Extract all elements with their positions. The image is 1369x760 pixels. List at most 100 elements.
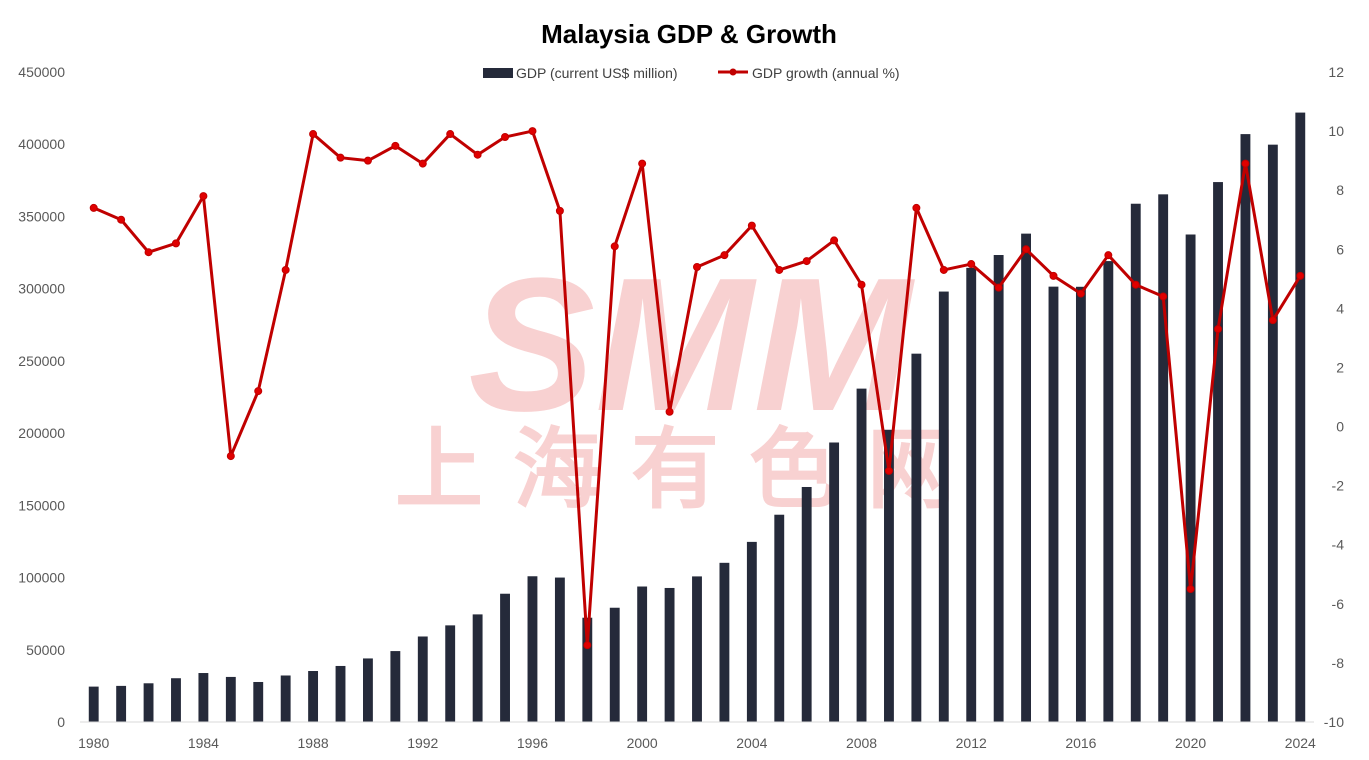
x-tick-label: 1984 <box>188 735 219 751</box>
y-left-tick-label: 0 <box>57 714 65 730</box>
y-left-tick-label: 200000 <box>18 425 65 441</box>
bar <box>582 617 593 722</box>
bar <box>390 651 401 722</box>
bar <box>856 388 867 722</box>
bar <box>88 686 99 722</box>
bar <box>609 607 620 722</box>
bar <box>554 577 565 722</box>
point <box>1186 585 1195 594</box>
bar <box>472 614 483 722</box>
bar <box>1075 286 1086 722</box>
bar <box>280 675 291 722</box>
bar <box>993 255 1004 722</box>
point <box>802 257 811 266</box>
y-right-tick-label: 12 <box>1328 64 1344 80</box>
point <box>226 452 235 461</box>
legend: GDP (current US$ million) GDP growth (an… <box>483 65 900 81</box>
point <box>857 280 866 289</box>
bar <box>746 541 757 722</box>
point <box>610 242 619 251</box>
bar <box>308 671 319 722</box>
y-right-tick-label: 10 <box>1328 123 1344 139</box>
point <box>446 130 455 139</box>
y-left-tick-label: 450000 <box>18 64 65 80</box>
watermark: SMM 上海有色网 <box>395 239 955 519</box>
bar <box>692 576 702 722</box>
bar <box>938 291 949 722</box>
y-left-tick-label: 400000 <box>18 136 65 152</box>
bar <box>143 683 154 722</box>
point <box>144 248 153 257</box>
bar <box>445 625 456 722</box>
point <box>501 133 510 141</box>
point <box>1076 289 1085 298</box>
bar <box>1158 194 1169 723</box>
point <box>1296 271 1305 280</box>
y-left-tick-label: 300000 <box>18 281 65 297</box>
bar <box>253 681 264 722</box>
y-left-tick-label: 150000 <box>18 497 65 513</box>
bar <box>1103 261 1114 722</box>
point <box>747 221 756 230</box>
bar <box>417 636 428 722</box>
bar <box>363 658 373 722</box>
y-right-tick-label: 4 <box>1336 300 1344 316</box>
point <box>830 236 839 245</box>
bar <box>911 353 922 722</box>
point <box>555 206 564 215</box>
point <box>939 265 948 274</box>
bar <box>884 429 894 722</box>
bar <box>637 586 648 722</box>
x-tick-label: 1980 <box>78 735 109 751</box>
bar <box>664 587 675 722</box>
bar <box>1130 203 1141 723</box>
bar <box>335 665 346 722</box>
point <box>1131 280 1140 289</box>
point <box>391 141 400 150</box>
legend-label-growth: GDP growth (annual %) <box>752 65 900 81</box>
x-tick-label: 2008 <box>846 735 877 751</box>
y-axis-right: -10 -8 -6 -4 -2 0 2 4 6 8 10 12 <box>1324 64 1344 730</box>
bar <box>774 514 785 722</box>
bar <box>1021 233 1031 722</box>
chart-title: Malaysia GDP & Growth <box>541 19 837 49</box>
x-tick-label: 2024 <box>1285 735 1316 751</box>
bar <box>1048 286 1059 722</box>
bar <box>198 673 209 722</box>
y-right-tick-label: 2 <box>1336 359 1344 375</box>
y-axis-left: 0 50000 100000 150000 200000 250000 300000 3500… <box>18 64 65 730</box>
point <box>336 153 345 162</box>
point <box>720 251 729 260</box>
x-tick-label: 2016 <box>1065 735 1096 751</box>
point <box>1214 325 1223 334</box>
y-right-tick-label: -6 <box>1332 596 1345 612</box>
y-left-tick-label: 100000 <box>18 570 65 586</box>
point <box>775 265 784 274</box>
y-right-tick-label: -2 <box>1332 478 1345 494</box>
point <box>1159 292 1168 301</box>
y-right-tick-label: -8 <box>1332 655 1345 671</box>
y-right-tick-label: 8 <box>1336 182 1344 198</box>
point <box>1049 271 1058 280</box>
point <box>199 192 208 201</box>
y-left-tick-label: 250000 <box>18 353 65 369</box>
point <box>418 159 427 168</box>
bar <box>829 442 840 722</box>
bar <box>1213 182 1223 722</box>
point <box>967 260 976 269</box>
bar <box>225 676 236 722</box>
point <box>528 127 537 136</box>
point <box>309 130 318 139</box>
point <box>89 203 98 212</box>
y-left-tick-label: 50000 <box>26 642 65 658</box>
point <box>884 466 893 475</box>
point <box>1268 316 1277 325</box>
point <box>693 263 701 271</box>
point <box>1241 159 1250 168</box>
point <box>912 203 921 212</box>
point <box>994 283 1003 292</box>
bar <box>171 678 181 722</box>
x-tick-label: 2004 <box>736 735 767 751</box>
point <box>117 215 126 224</box>
